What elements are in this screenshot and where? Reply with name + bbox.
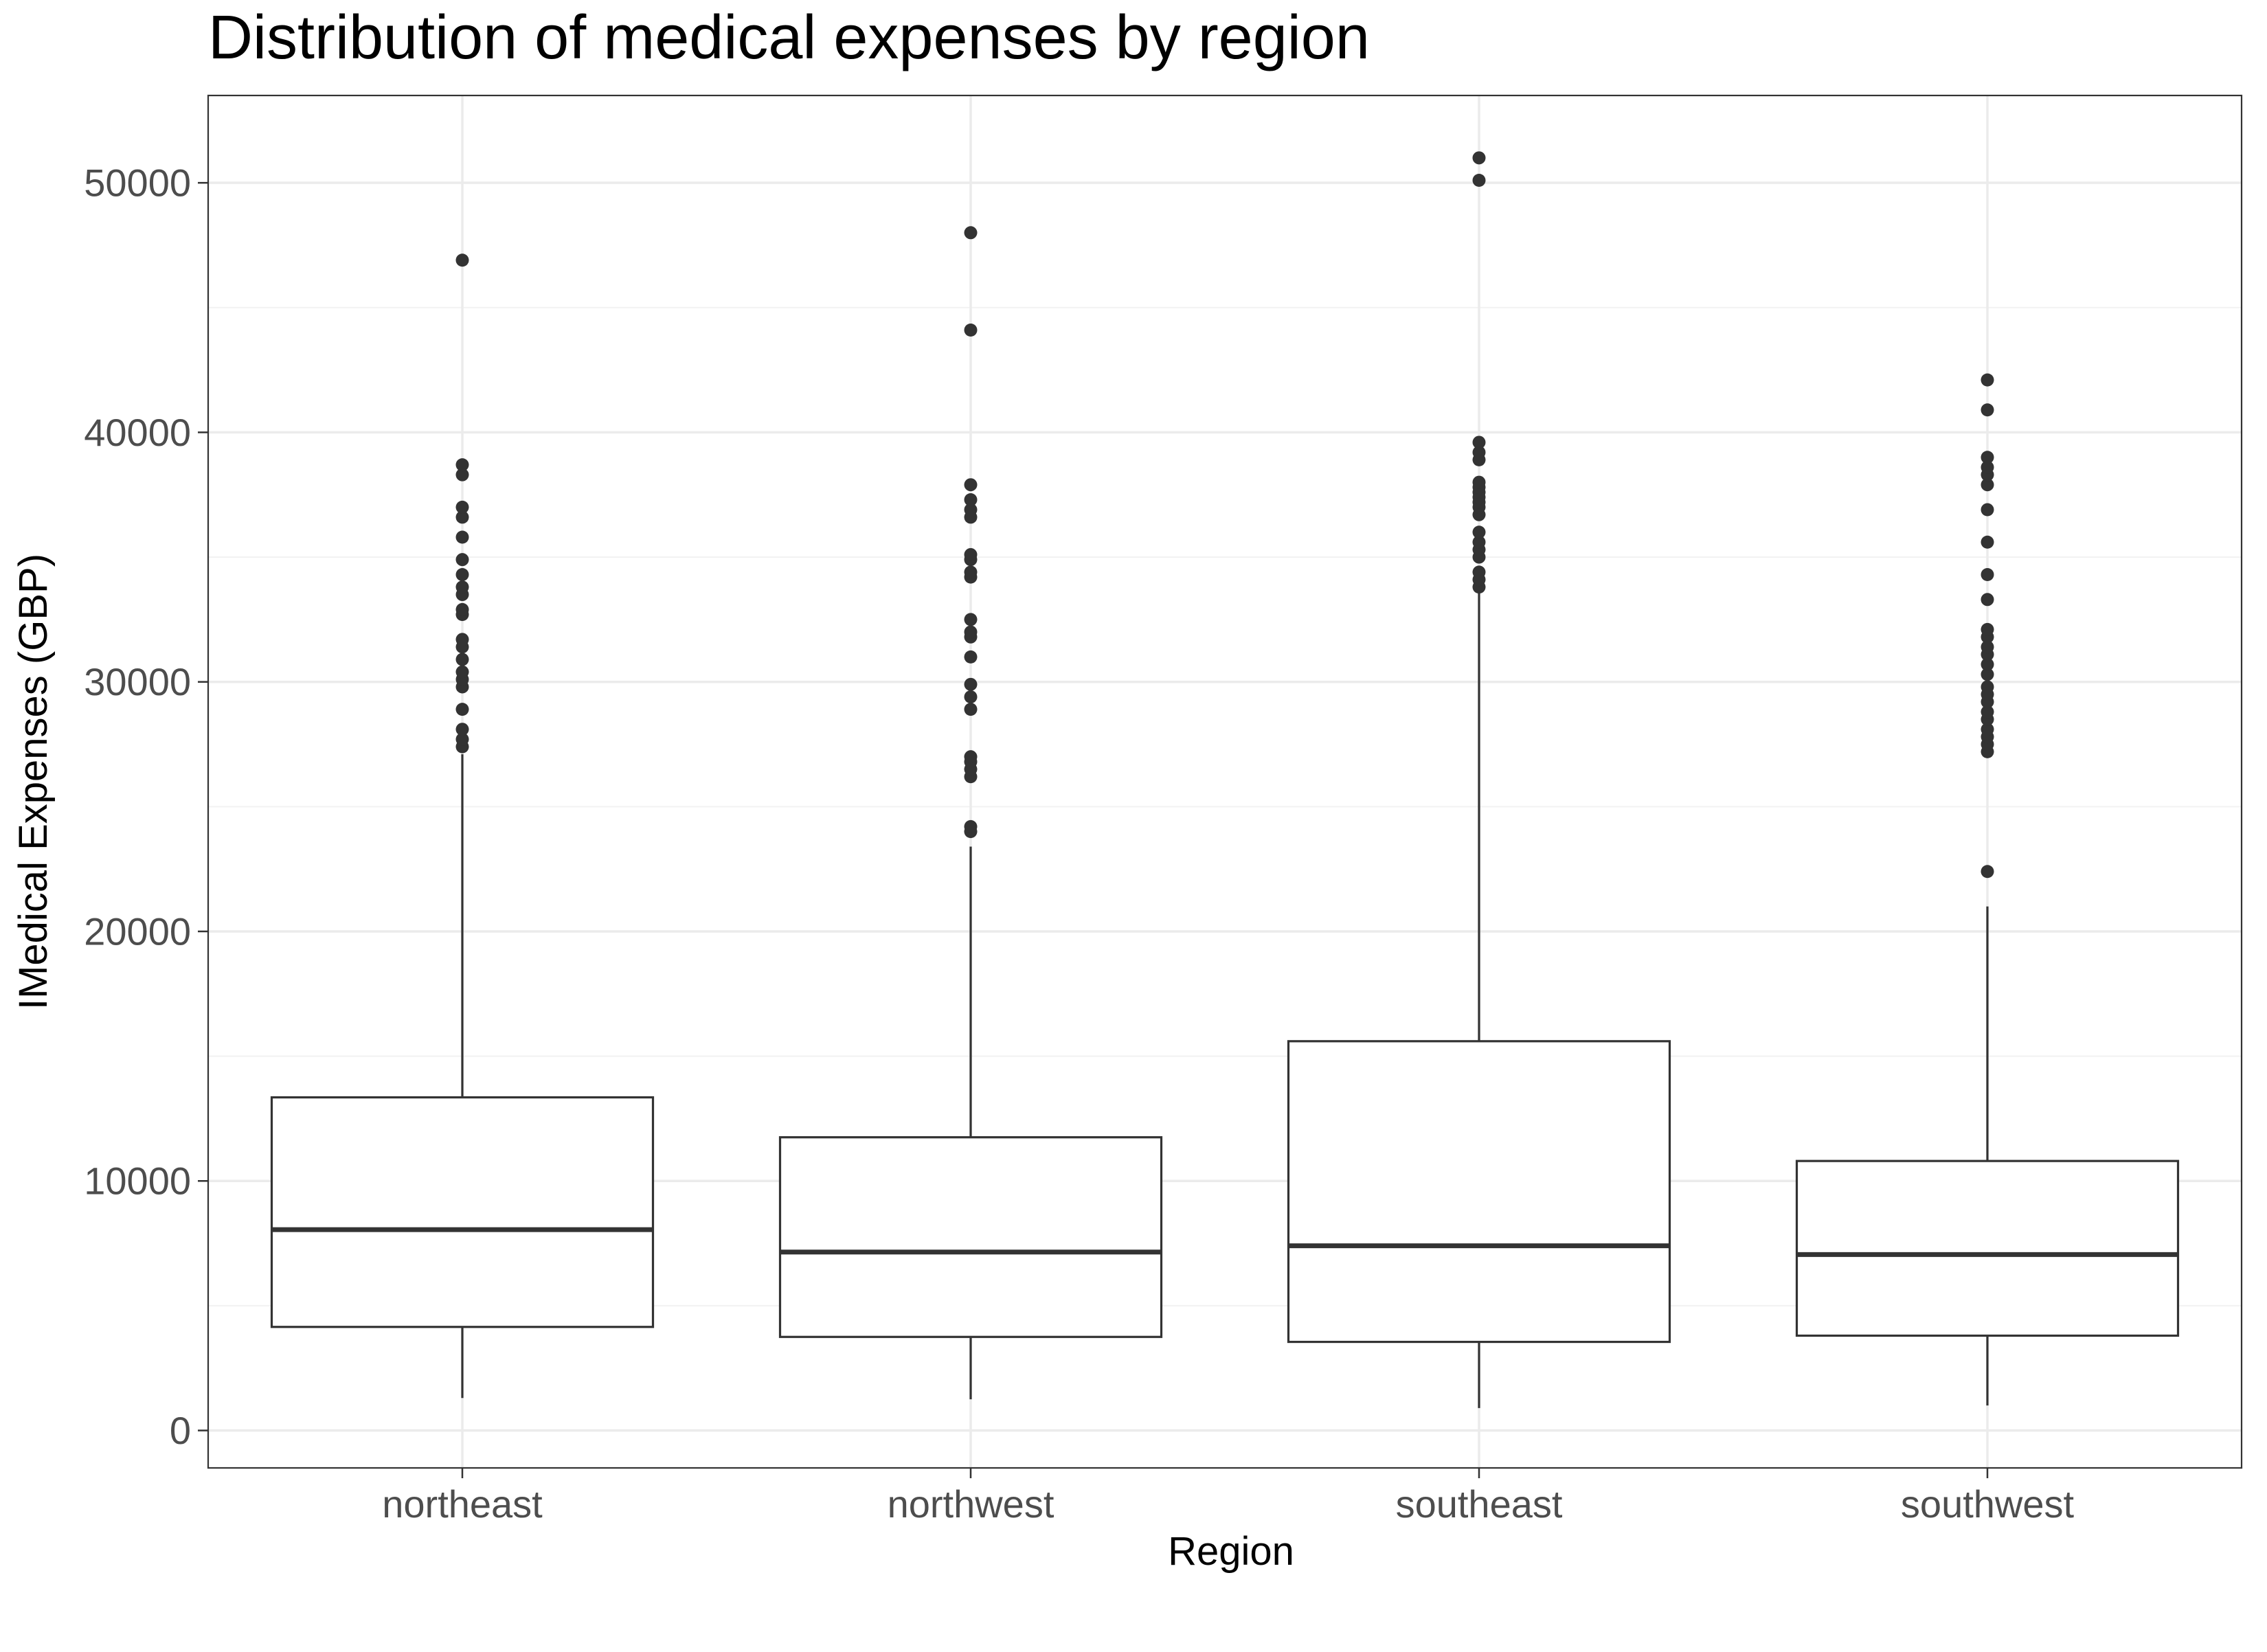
y-tick-label: 50000 xyxy=(84,161,191,205)
outlier-point xyxy=(455,468,469,482)
chart-title: Distribution of medical expenses by regi… xyxy=(208,3,1370,72)
outlier-point xyxy=(455,253,469,267)
outlier-point xyxy=(1981,403,1994,417)
outlier-point xyxy=(1981,460,1994,474)
axis-layer: 0 10000 20000 30000 40000 50000 northeast north… xyxy=(84,161,2074,1526)
outlier-point xyxy=(1472,435,1486,449)
outlier-point xyxy=(964,503,978,517)
outlier-point xyxy=(455,732,469,746)
outlier-point xyxy=(964,478,978,492)
y-axis-title: IMedical Expenses (GBP) xyxy=(11,554,56,1010)
outlier-point xyxy=(1472,475,1486,489)
x-tick-label: southwest xyxy=(1901,1482,2075,1526)
outlier-point xyxy=(1981,478,1994,492)
outlier-point xyxy=(1472,445,1486,459)
outlier-point xyxy=(1472,525,1486,539)
outlier-point xyxy=(1472,535,1486,549)
outlier-point xyxy=(1981,865,1994,879)
outlier-point xyxy=(455,530,469,544)
outlier-point xyxy=(455,665,469,679)
outlier-point xyxy=(1981,622,1994,636)
outlier-point xyxy=(964,613,978,626)
outlier-point xyxy=(455,602,469,616)
outlier-point xyxy=(1981,503,1994,517)
outlier-point xyxy=(455,500,469,514)
outlier-point xyxy=(964,750,978,764)
x-tick-label: northeast xyxy=(382,1482,543,1526)
outlier-point xyxy=(1981,535,1994,549)
iqr-box xyxy=(778,1136,1163,1338)
outlier-point xyxy=(455,567,469,581)
outlier-point xyxy=(1981,640,1994,654)
outlier-point xyxy=(455,458,469,472)
y-tick-label: 10000 xyxy=(84,1159,191,1203)
outlier-point xyxy=(964,690,978,703)
iqr-box xyxy=(1795,1159,2180,1337)
outlier-point xyxy=(1472,174,1486,188)
y-tick-label: 20000 xyxy=(84,909,191,953)
outlier-point xyxy=(964,819,978,833)
outlier-point xyxy=(964,565,978,579)
outlier-point xyxy=(455,553,469,567)
outlier-point xyxy=(455,510,469,524)
plot-panel-border xyxy=(207,94,2243,1469)
outlier-point xyxy=(964,703,978,716)
x-tick-label: northwest xyxy=(888,1482,1054,1526)
outlier-point xyxy=(964,493,978,507)
outlier-point xyxy=(455,653,469,666)
outlier-point xyxy=(1981,657,1994,671)
outlier-point xyxy=(455,723,469,736)
outlier-point xyxy=(964,226,978,240)
outlier-point xyxy=(964,547,978,561)
box-northwest xyxy=(778,226,1163,1400)
outlier-point xyxy=(1981,705,1994,718)
outlier-point xyxy=(1981,593,1994,607)
y-tick-label: 0 xyxy=(170,1409,191,1452)
outlier-point xyxy=(1981,451,1994,464)
x-tick-label: southeast xyxy=(1396,1482,1563,1526)
outlier-point xyxy=(964,625,978,639)
outlier-point xyxy=(1981,680,1994,694)
box-southeast xyxy=(1287,151,1671,1408)
outlier-point xyxy=(455,580,469,594)
x-axis-title: Region xyxy=(1168,1529,1294,1574)
outlier-point xyxy=(455,633,469,646)
outlier-point xyxy=(1981,567,1994,581)
y-tick-label: 30000 xyxy=(84,660,191,703)
iqr-box xyxy=(1287,1040,1671,1344)
outlier-point xyxy=(964,677,978,691)
box-southwest xyxy=(1795,373,2180,1406)
outlier-point xyxy=(1981,373,1994,387)
outlier-point xyxy=(964,323,978,337)
outlier-point xyxy=(1981,668,1994,681)
outlier-point xyxy=(1472,565,1486,579)
outlier-point xyxy=(455,703,469,716)
outlier-point xyxy=(1981,723,1994,736)
box-layer xyxy=(270,151,2180,1408)
box-northeast xyxy=(270,253,655,1399)
outlier-point xyxy=(1472,151,1486,165)
iqr-box xyxy=(270,1096,655,1328)
outlier-point xyxy=(964,650,978,664)
y-tick-label: 40000 xyxy=(84,411,191,454)
